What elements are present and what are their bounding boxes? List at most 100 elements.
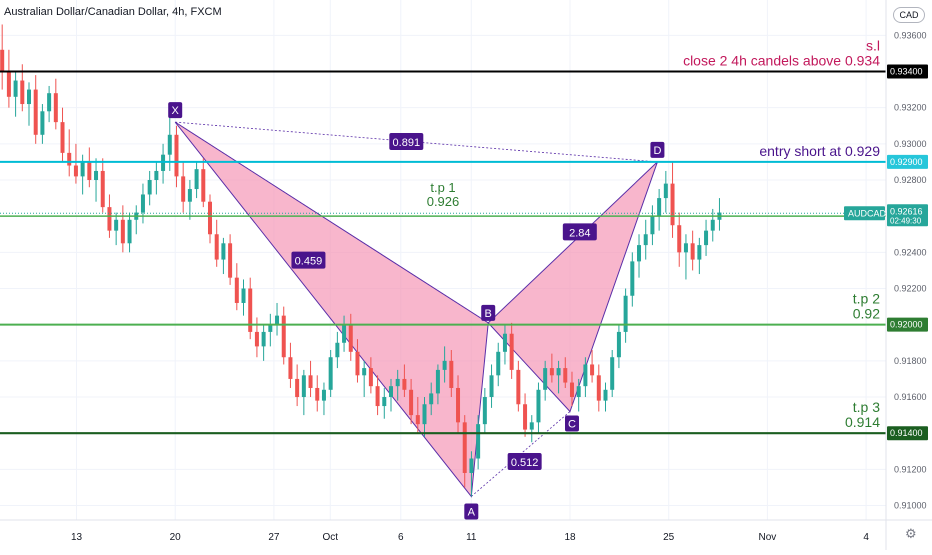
candle-body[interactable] [704, 230, 709, 246]
candle-body[interactable] [207, 201, 212, 235]
candle-body[interactable] [523, 404, 528, 430]
candle-body[interactable] [20, 80, 25, 105]
candle-body[interactable] [127, 219, 132, 244]
candle-body[interactable] [462, 422, 467, 473]
candle-body[interactable] [529, 422, 534, 430]
candle-body[interactable] [362, 368, 367, 376]
price-axis[interactable] [886, 0, 932, 550]
candle-body[interactable] [228, 243, 233, 278]
candle-body[interactable] [502, 333, 507, 352]
candle-body[interactable] [87, 161, 92, 180]
settings-gear-icon[interactable]: ⚙ [905, 527, 917, 542]
candle-body[interactable] [637, 245, 642, 262]
candle-body[interactable] [677, 225, 682, 253]
candle-body[interactable] [187, 189, 192, 202]
candle-body[interactable] [596, 375, 601, 401]
candle-body[interactable] [536, 389, 541, 423]
candle-body[interactable] [194, 169, 199, 190]
candle-body[interactable] [268, 324, 273, 332]
candle-body[interactable] [375, 386, 380, 407]
candle-body[interactable] [382, 397, 387, 407]
candle-body[interactable] [616, 331, 621, 358]
candle-body[interactable] [33, 89, 38, 135]
candle-body[interactable] [315, 387, 320, 401]
currency-badge[interactable]: CAD [893, 7, 925, 23]
candle-body[interactable] [476, 424, 481, 459]
candle-body[interactable] [6, 71, 11, 97]
candle-body[interactable] [576, 386, 581, 398]
candle-body[interactable] [321, 389, 326, 401]
candle-body[interactable] [569, 382, 574, 398]
candle-body[interactable] [174, 134, 179, 177]
candle-body[interactable] [140, 194, 145, 213]
candle-body[interactable] [275, 315, 280, 325]
candle-body[interactable] [261, 331, 266, 347]
candle-body[interactable] [60, 122, 65, 153]
candle-body[interactable] [456, 387, 461, 423]
candle-body[interactable] [301, 375, 306, 398]
candle-body[interactable] [697, 245, 702, 260]
candle-body[interactable] [120, 219, 125, 244]
candle-body[interactable] [13, 80, 18, 97]
candle-body[interactable] [610, 357, 615, 390]
candle-body[interactable] [489, 375, 494, 398]
candle-body[interactable] [388, 386, 393, 398]
candle-body[interactable] [114, 219, 119, 231]
candle-body[interactable] [623, 295, 628, 332]
candle-body[interactable] [643, 234, 648, 246]
candle-body[interactable] [348, 324, 353, 352]
candle-body[interactable] [67, 152, 72, 166]
candle-body[interactable] [543, 368, 548, 390]
candle-body[interactable] [335, 342, 340, 358]
candle-body[interactable] [47, 93, 52, 112]
candle-body[interactable] [181, 176, 186, 202]
candle-body[interactable] [549, 368, 554, 376]
candle-body[interactable] [40, 111, 45, 135]
candle-body[interactable] [690, 243, 695, 260]
candle-body[interactable] [248, 288, 253, 332]
candle-body[interactable] [449, 360, 454, 388]
candle-body[interactable] [683, 243, 688, 253]
candle-body[interactable] [469, 458, 474, 473]
candle-body[interactable] [201, 169, 206, 202]
candle-body[interactable] [234, 277, 239, 303]
candle-body[interactable] [355, 351, 360, 376]
candle-body[interactable] [657, 198, 662, 217]
candle-body[interactable] [221, 243, 226, 260]
candle-body[interactable] [100, 170, 105, 208]
candle-body[interactable] [254, 331, 259, 347]
candle-body[interactable] [563, 368, 568, 383]
candle-body[interactable] [429, 393, 434, 405]
candle-body[interactable] [650, 216, 655, 235]
candle-body[interactable] [27, 89, 32, 105]
candle-body[interactable] [368, 368, 373, 387]
candle-body[interactable] [590, 364, 595, 376]
candle-body[interactable] [509, 333, 514, 370]
candle-body[interactable] [496, 351, 501, 376]
candle-body[interactable] [342, 324, 347, 343]
candle-body[interactable] [516, 369, 521, 405]
candle-body[interactable] [167, 134, 172, 155]
candle-body[interactable] [107, 207, 112, 231]
candle-body[interactable] [422, 404, 427, 425]
candle-body[interactable] [295, 378, 300, 398]
candle-body[interactable] [147, 180, 152, 195]
candle-body[interactable] [415, 415, 420, 425]
candle-body[interactable] [482, 397, 487, 425]
candle-body[interactable] [53, 93, 58, 123]
candle-body[interactable] [73, 165, 78, 177]
candle-body[interactable] [603, 389, 608, 401]
candle-body[interactable] [710, 219, 715, 231]
candle-body[interactable] [288, 357, 293, 379]
candle-body[interactable] [0, 49, 5, 72]
candle-body[interactable] [442, 360, 447, 370]
candle-body[interactable] [214, 234, 219, 260]
candle-body[interactable] [94, 170, 99, 180]
candle-body[interactable] [308, 375, 313, 388]
candle-body[interactable] [670, 183, 675, 226]
candle-body[interactable] [556, 368, 561, 376]
candle-body[interactable] [281, 315, 286, 358]
candle-body[interactable] [328, 357, 333, 390]
